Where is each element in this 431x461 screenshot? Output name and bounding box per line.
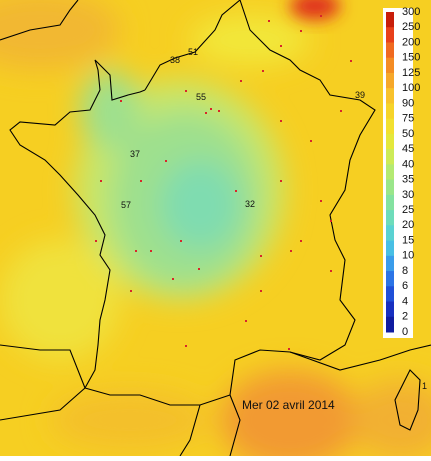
station-dot: [140, 180, 142, 182]
legend-label: 35: [402, 174, 414, 186]
station-dot: [205, 112, 207, 114]
color-legend: 3002502001501251009075504540353025201510…: [386, 6, 420, 338]
station-dot: [150, 250, 152, 252]
stations: 51 38 55 39 37 57 32 1: [121, 47, 427, 391]
legend-cell: [386, 316, 394, 333]
station-dot: [120, 100, 122, 102]
station-dot: [240, 80, 242, 82]
station-dot: [280, 45, 282, 47]
legend-label: 30: [402, 189, 414, 201]
legend-cell: [386, 103, 394, 120]
legend-cell: [386, 57, 394, 74]
station-dot: [130, 290, 132, 292]
station-value: 55: [196, 92, 206, 102]
station-value: 39: [355, 90, 365, 100]
legend-label: 50: [402, 128, 414, 140]
legend-label: 4: [402, 295, 408, 307]
legend-cell: [386, 164, 394, 181]
legend-cell: [386, 301, 394, 318]
station-dot: [135, 250, 137, 252]
station-dot: [268, 20, 270, 22]
station-dot: [340, 110, 342, 112]
station-dot: [260, 290, 262, 292]
legend-cell: [386, 240, 394, 257]
station-dots: [95, 15, 352, 350]
legend-label: 40: [402, 158, 414, 170]
station-dot: [260, 255, 262, 257]
legend-label: 8: [402, 265, 408, 277]
station-dot: [172, 278, 174, 280]
legend-label: 20: [402, 219, 414, 231]
legend-label: 75: [402, 113, 414, 125]
legend-cell: [386, 42, 394, 59]
station-dot: [262, 70, 264, 72]
legend-cell: [386, 149, 394, 165]
station-dot: [330, 270, 332, 272]
legend-cell: [386, 118, 394, 135]
station-value: 32: [245, 199, 255, 209]
legend-cell: [386, 88, 394, 104]
station-dot: [165, 160, 167, 162]
station-dot: [180, 240, 182, 242]
station-value: 51: [188, 47, 198, 57]
station-dot: [280, 120, 282, 122]
station-dot: [280, 180, 282, 182]
legend-label: 25: [402, 204, 414, 216]
station-dot: [310, 140, 312, 142]
station-dot: [235, 190, 237, 192]
station-dot: [300, 240, 302, 242]
date-label: Mer 02 avril 2014: [242, 398, 335, 412]
station-value: 57: [121, 200, 131, 210]
legend-cell: [386, 210, 394, 226]
legend-cell: [386, 225, 394, 242]
station-dot: [350, 60, 352, 62]
station-value: 37: [130, 149, 140, 159]
legend-label: 15: [402, 234, 414, 246]
station-dot: [300, 30, 302, 32]
legend-label: 2: [402, 311, 408, 323]
station-dot: [330, 220, 332, 222]
legend-label: 150: [402, 52, 420, 64]
legend-label: 125: [402, 67, 420, 79]
station-dot: [185, 345, 187, 347]
station-dot: [185, 90, 187, 92]
station-dot: [288, 348, 290, 350]
legend-cell: [386, 179, 394, 196]
legend-label: 10: [402, 250, 414, 262]
station-dot: [290, 250, 292, 252]
station-dot: [320, 200, 322, 202]
legend-label: 250: [402, 21, 420, 33]
legend-label: 90: [402, 97, 414, 109]
legend-label: 100: [402, 82, 420, 94]
station-value: 1: [422, 381, 427, 391]
legend-label: 6: [402, 280, 408, 292]
legend-cell: [386, 12, 394, 28]
station-dot: [210, 108, 212, 110]
legend-cell: [386, 255, 394, 272]
station-dot: [245, 320, 247, 322]
legend-cell: [386, 271, 394, 287]
legend-cell: [386, 286, 394, 303]
legend-cell: [386, 72, 394, 89]
station-dot: [100, 180, 102, 182]
legend-cell: [386, 133, 394, 150]
station-value: 38: [170, 55, 180, 65]
legend-label: 45: [402, 143, 414, 155]
legend-cell: [386, 194, 394, 211]
station-dot: [95, 240, 97, 242]
station-dot: [198, 268, 200, 270]
legend-label: 300: [402, 6, 420, 18]
legend-cell: [386, 27, 394, 43]
station-dot: [320, 15, 322, 17]
legend-label: 200: [402, 36, 420, 48]
legend-label: 0: [402, 326, 408, 338]
station-dot: [218, 110, 220, 112]
